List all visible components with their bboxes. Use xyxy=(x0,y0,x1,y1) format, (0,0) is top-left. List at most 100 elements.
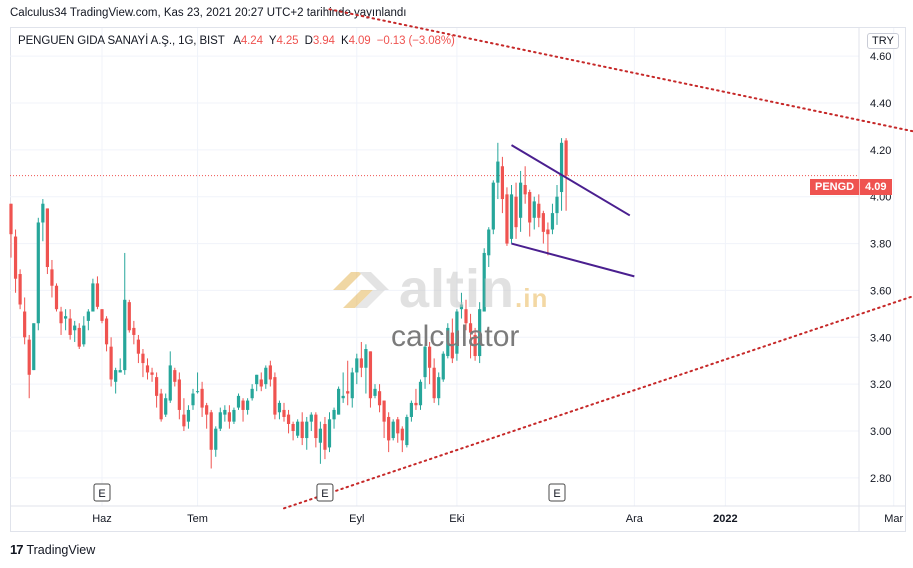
trendlines[interactable] xyxy=(510,144,635,278)
candle-body xyxy=(273,377,277,415)
x-tick-label: Eki xyxy=(449,513,464,525)
change-value: −0.13 (−3.08%) xyxy=(376,35,455,47)
y-tick-label: 4.40 xyxy=(870,98,891,110)
candle-body xyxy=(191,393,195,406)
candle-body xyxy=(505,194,509,244)
y-tick-label: 3.20 xyxy=(870,379,891,391)
x-tick-label: Mar xyxy=(884,513,903,525)
candle-body xyxy=(250,388,254,399)
candle-body xyxy=(241,400,245,410)
candle-body xyxy=(350,372,354,399)
watermark-subtitle: calculator xyxy=(391,320,520,353)
candle-body xyxy=(73,325,77,331)
candle-body xyxy=(255,374,259,385)
y-tick-label: 3.40 xyxy=(870,332,891,344)
footer[interactable]: 17 TradingView xyxy=(10,542,95,557)
close-value: 4.09 xyxy=(348,35,371,47)
candle-body xyxy=(323,423,327,450)
candle-body xyxy=(364,349,368,368)
watermark-logo: altin.in xyxy=(333,258,548,320)
candle-body xyxy=(359,358,363,368)
candle-body xyxy=(455,311,459,354)
candle-body xyxy=(68,318,72,335)
candle-body xyxy=(391,421,395,439)
candle-body xyxy=(564,140,568,176)
open-label: A xyxy=(233,35,241,47)
candle-body xyxy=(127,302,131,331)
candle-body xyxy=(27,339,31,375)
candle-body xyxy=(450,332,454,359)
candle-body xyxy=(214,428,218,450)
candle-body xyxy=(382,400,386,422)
candle-body xyxy=(537,203,541,218)
channel-line-resistance xyxy=(328,8,913,133)
candle-body xyxy=(209,412,213,450)
earnings-marker-label: E xyxy=(98,488,105,500)
candle-body xyxy=(423,346,427,378)
published-line: Calculus34 TradingView.com, Kas 23, 2021… xyxy=(10,7,407,19)
candle-body xyxy=(286,414,291,424)
candle-body xyxy=(159,393,163,420)
candle-body xyxy=(446,327,450,357)
candle-body xyxy=(232,409,236,422)
candle-body xyxy=(264,367,268,385)
candle-body xyxy=(282,409,286,417)
earnings-marker xyxy=(93,483,111,502)
symbol-name[interactable]: PENGUEN GIDA SANAYİ A.Ş., 1G, BIST xyxy=(18,35,225,47)
low-label: D xyxy=(304,35,313,47)
candle-body xyxy=(500,166,504,200)
candle-body xyxy=(373,388,377,396)
candle-body xyxy=(509,194,514,239)
candle-body xyxy=(227,412,231,422)
candle-body xyxy=(309,414,313,422)
candle-body xyxy=(54,285,59,310)
y-tick-label: 3.80 xyxy=(870,239,891,251)
candle-body xyxy=(332,409,336,420)
earnings-marker-label: E xyxy=(553,488,560,500)
x-tick-label: Tem xyxy=(187,513,208,525)
candle-body xyxy=(409,402,413,417)
y-axis[interactable]: 4.604.404.204.003.803.603.403.203.002.80 xyxy=(870,51,891,485)
candle-body xyxy=(550,213,555,230)
candle-body xyxy=(32,323,36,371)
candle-body xyxy=(109,346,113,380)
x-axis[interactable]: Haz Tem Eyl Eki Ara 2022 Mar xyxy=(92,513,903,525)
candle-body xyxy=(100,309,104,321)
candle-body xyxy=(432,367,436,399)
x-tick-label: Haz xyxy=(92,513,112,525)
candle-body xyxy=(468,323,473,333)
trendline-lower xyxy=(511,242,635,278)
candle-body xyxy=(41,203,45,223)
candle-body xyxy=(164,398,168,415)
candle-body xyxy=(168,365,172,401)
candle-body xyxy=(236,395,241,408)
candle-body xyxy=(546,229,550,235)
last-price-value: 4.09 xyxy=(865,181,887,193)
candle-body xyxy=(523,184,527,195)
candle-body xyxy=(368,351,373,399)
candle-body xyxy=(559,142,564,193)
candle-body xyxy=(132,327,136,335)
candle-body xyxy=(459,304,464,310)
candle-body xyxy=(532,201,536,218)
candle-body xyxy=(104,318,109,345)
earnings-marker xyxy=(316,483,334,502)
candle-body xyxy=(141,353,145,364)
candle-body xyxy=(405,416,409,446)
candle-body xyxy=(59,311,63,324)
candle-body xyxy=(195,391,200,393)
y-tick-label: 2.80 xyxy=(870,473,891,485)
currency-badge[interactable]: TRY xyxy=(867,33,899,49)
candle-body xyxy=(482,252,486,312)
last-price-tag: PENGD 4.09 xyxy=(810,179,892,195)
candle-body xyxy=(50,269,54,286)
y-tick-label: 4.60 xyxy=(870,51,891,63)
candle-body xyxy=(114,370,118,382)
candle-body xyxy=(541,213,545,232)
candle-body xyxy=(177,379,181,410)
candle-body xyxy=(341,395,345,399)
candle-body xyxy=(478,309,482,357)
candle-body xyxy=(387,416,391,441)
